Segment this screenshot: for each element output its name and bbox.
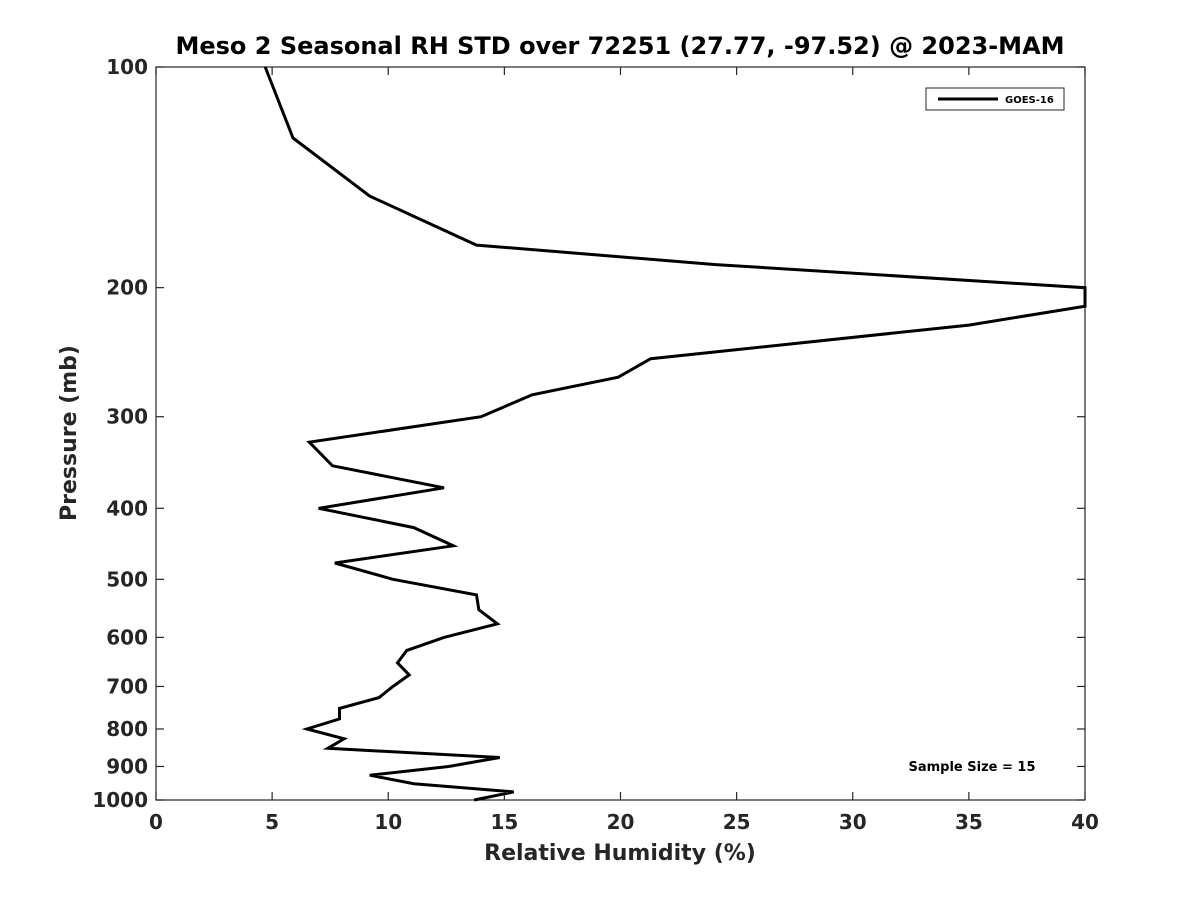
- x-tick-label: 15: [490, 810, 518, 834]
- x-tick-label: 20: [607, 810, 635, 834]
- plot-area: [155, 66, 1086, 801]
- x-tick-label: 0: [149, 810, 163, 834]
- x-tick-label: 5: [265, 810, 279, 834]
- y-tick-label: 200: [106, 276, 148, 300]
- y-tick-label: 400: [106, 496, 148, 520]
- y-tick-label: 600: [106, 625, 148, 649]
- y-tick-label: 700: [106, 674, 148, 698]
- y-tick-label: 1000: [92, 788, 148, 812]
- y-tick-label: 500: [106, 567, 148, 591]
- y-tick-label: 100: [106, 55, 148, 79]
- x-axis: 0 5 10 15 20 25 30 35 40: [149, 67, 1099, 834]
- legend-label-goes-16: GOES-16: [1005, 95, 1054, 106]
- x-tick-label: 35: [955, 810, 983, 834]
- x-tick-label: 30: [839, 810, 867, 834]
- x-tick-label: 10: [374, 810, 402, 834]
- y-axis: 100 200 300 400 500 600 700 800 900 1000: [92, 55, 1085, 812]
- chart-title: Meso 2 Seasonal RH STD over 72251 (27.77…: [175, 32, 1064, 60]
- y-axis-label: Pressure (mb): [57, 345, 82, 521]
- series-group: [263, 66, 1087, 802]
- y-tick-label: 900: [106, 754, 148, 778]
- series-line-goes-16: [263, 66, 1087, 802]
- x-axis-label: Relative Humidity (%): [484, 841, 756, 866]
- axes-box: [155, 66, 1086, 801]
- x-tick-label: 25: [723, 810, 751, 834]
- y-tick-label: 300: [106, 405, 148, 429]
- sample-size-annotation: Sample Size = 15: [908, 760, 1035, 775]
- y-tick-label: 800: [106, 717, 148, 741]
- legend: GOES-16: [925, 87, 1065, 111]
- x-tick-label: 40: [1071, 810, 1099, 834]
